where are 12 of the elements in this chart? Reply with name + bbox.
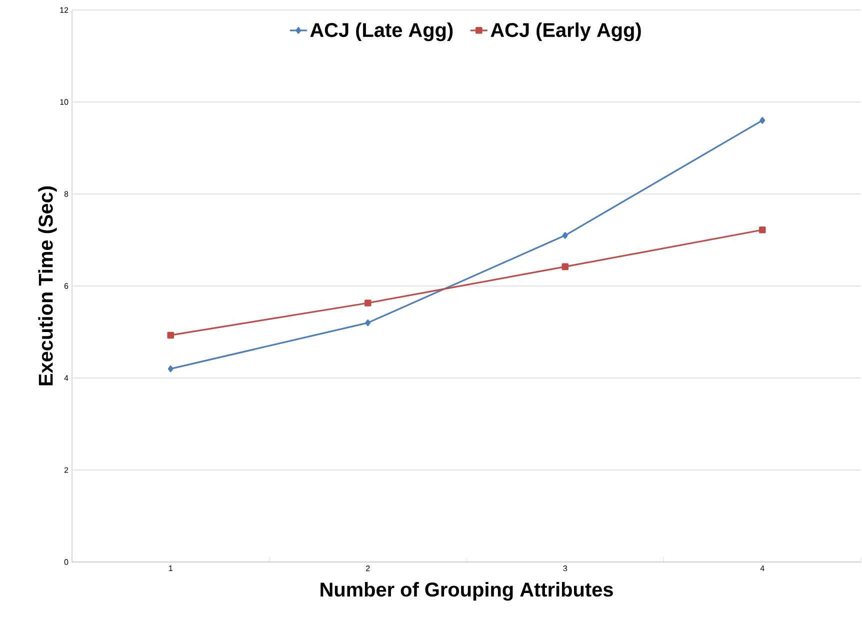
legend-label: ACJ (Late Agg) — [310, 22, 453, 42]
legend-label: ACJ (Early Agg) — [490, 22, 641, 42]
point — [758, 226, 766, 234]
point — [364, 300, 372, 306]
point — [365, 319, 371, 326]
point — [760, 117, 766, 124]
point — [562, 232, 568, 239]
x-axis-title: Number of Grouping Attributes — [320, 582, 613, 601]
y-axis-title: Execution Time (Sec) — [38, 186, 57, 386]
point — [562, 263, 569, 270]
point — [168, 365, 174, 372]
point — [167, 332, 174, 339]
